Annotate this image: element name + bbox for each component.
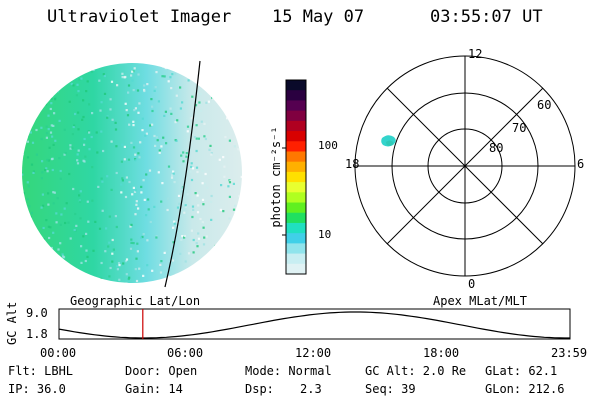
xtick-0000: 00:00 (40, 346, 77, 360)
colorbar-band (286, 100, 306, 112)
info-gain: Gain: 14 (125, 382, 183, 396)
colorbar-band (286, 233, 306, 244)
altitude-curve (58, 311, 570, 339)
mlat-label-80: 80 (489, 141, 504, 155)
polar-plot (354, 55, 576, 277)
colorbar-band (286, 253, 306, 265)
colorbar-band (286, 263, 306, 275)
terminator-line (164, 60, 201, 288)
colorbar-band (286, 131, 306, 142)
xtick-1200: 12:00 (295, 346, 332, 360)
info-glat: GLat: 62.1 (485, 364, 558, 378)
colorbar-unit-label: photon cm⁻²s⁻¹ (269, 126, 283, 228)
date-label: 15 May 07 (272, 7, 365, 27)
info-glon: GLon: 212.6 (485, 382, 565, 396)
colorbar-band (286, 192, 306, 204)
colorbar-band (286, 151, 306, 163)
colorbar (282, 79, 307, 275)
colorbar-band (286, 120, 306, 132)
time-label: 03:55:07 UT (430, 7, 543, 27)
geographic-label: Geographic Lat/Lon (70, 294, 201, 308)
colorbar-band (286, 141, 306, 152)
info-gc-alt: GC Alt: 2.0 Re (365, 364, 467, 378)
info-seq: Seq: 39 (365, 382, 416, 396)
colorbar-band (286, 243, 306, 255)
mlat-label-60: 60 (537, 98, 552, 112)
info-dsp-value: 2.3 (300, 382, 322, 396)
colorbar-band (286, 212, 306, 224)
info-mode: Mode: Normal (245, 364, 332, 378)
colorbar-band (286, 222, 306, 234)
mlt-label-6: 6 (577, 157, 585, 171)
instrument-title: Ultraviolet Imager (47, 7, 232, 27)
colorbar-band (286, 171, 306, 183)
colorbar-tick-10: 10 (318, 228, 332, 241)
colorbar-band (286, 110, 306, 122)
timeline-ylabel: GC Alt (5, 301, 19, 345)
orbit-timeline (58, 308, 571, 340)
apex-label: Apex MLat/MLT (433, 294, 527, 308)
uv-earth-image (22, 60, 242, 288)
colorbar-band (286, 182, 306, 193)
mlat-label-70: 70 (512, 121, 527, 135)
xtick-0600: 06:00 (167, 346, 204, 360)
mlt-label-12: 12 (468, 47, 483, 61)
colorbar-band (286, 202, 306, 214)
colorbar-tick-100: 100 (318, 139, 338, 152)
colorbar-band (286, 161, 306, 173)
xtick-1800: 18:00 (423, 346, 460, 360)
mlt-label-0: 0 (468, 277, 476, 291)
mlt-label-18: 18 (345, 157, 360, 171)
info-ip: IP: 36.0 (8, 382, 66, 396)
xtick-2359: 23:59 (551, 346, 588, 360)
info-door: Door: Open (125, 364, 198, 378)
colorbar-band (286, 80, 306, 91)
colorbar-band (286, 90, 306, 101)
timeline-ybottom: 1.8 (26, 327, 48, 341)
timeline-ytop: 9.0 (26, 306, 48, 320)
earth-disk (22, 63, 242, 283)
info-dsp-label: Dsp: (245, 382, 274, 396)
info-flt: Flt: LBHL (8, 364, 74, 378)
